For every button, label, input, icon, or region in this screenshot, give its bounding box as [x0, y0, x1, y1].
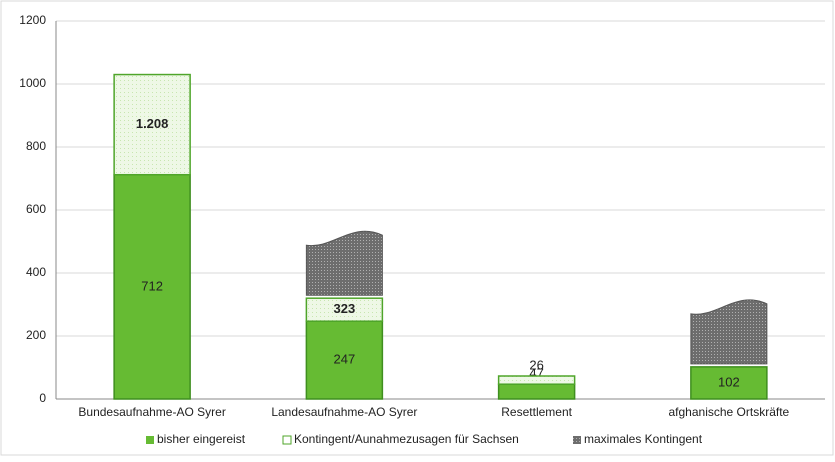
bar-segment-quota [113, 73, 191, 176]
legend-swatch [146, 436, 154, 444]
x-tick-label: afghanische Ortskräfte [669, 405, 790, 419]
legend-label: maximales Kontingent [584, 432, 703, 446]
data-label: 26 [529, 357, 543, 372]
x-tick-label: Resettlement [501, 405, 572, 419]
bar-segment-quota [305, 297, 384, 322]
legend-swatch [573, 436, 581, 444]
y-tick-label: 1000 [19, 76, 46, 90]
legend-swatch [282, 435, 292, 445]
legend-label: bisher eingereist [157, 432, 246, 446]
y-tick-label: 200 [26, 328, 46, 342]
bar-segment-arrived [690, 366, 768, 400]
x-tick-label: Landesaufnahme-AO Syrer [271, 405, 417, 419]
bar-segment-quota [497, 375, 576, 385]
data-label: 102 [718, 374, 740, 389]
annotation: 323 [334, 301, 356, 316]
legend-label: Kontingent/Aunahmezusagen für Sachsen [294, 432, 519, 446]
y-tick-label: 600 [26, 202, 46, 216]
annotation: 1.208 [136, 116, 169, 131]
data-label: 247 [334, 352, 356, 367]
bar-segment-arrived [113, 173, 191, 400]
data-label: 712 [141, 278, 163, 293]
bar-segment-arrived [497, 383, 576, 400]
x-tick-label: Bundesaufnahme-AO Syrer [78, 405, 225, 419]
bar-segment-max [690, 299, 768, 365]
y-tick-label: 800 [26, 139, 46, 153]
bar-segment-max [305, 230, 383, 296]
y-tick-label: 1200 [19, 13, 46, 27]
y-tick-label: 400 [26, 265, 46, 279]
y-tick-label: 0 [39, 391, 46, 405]
